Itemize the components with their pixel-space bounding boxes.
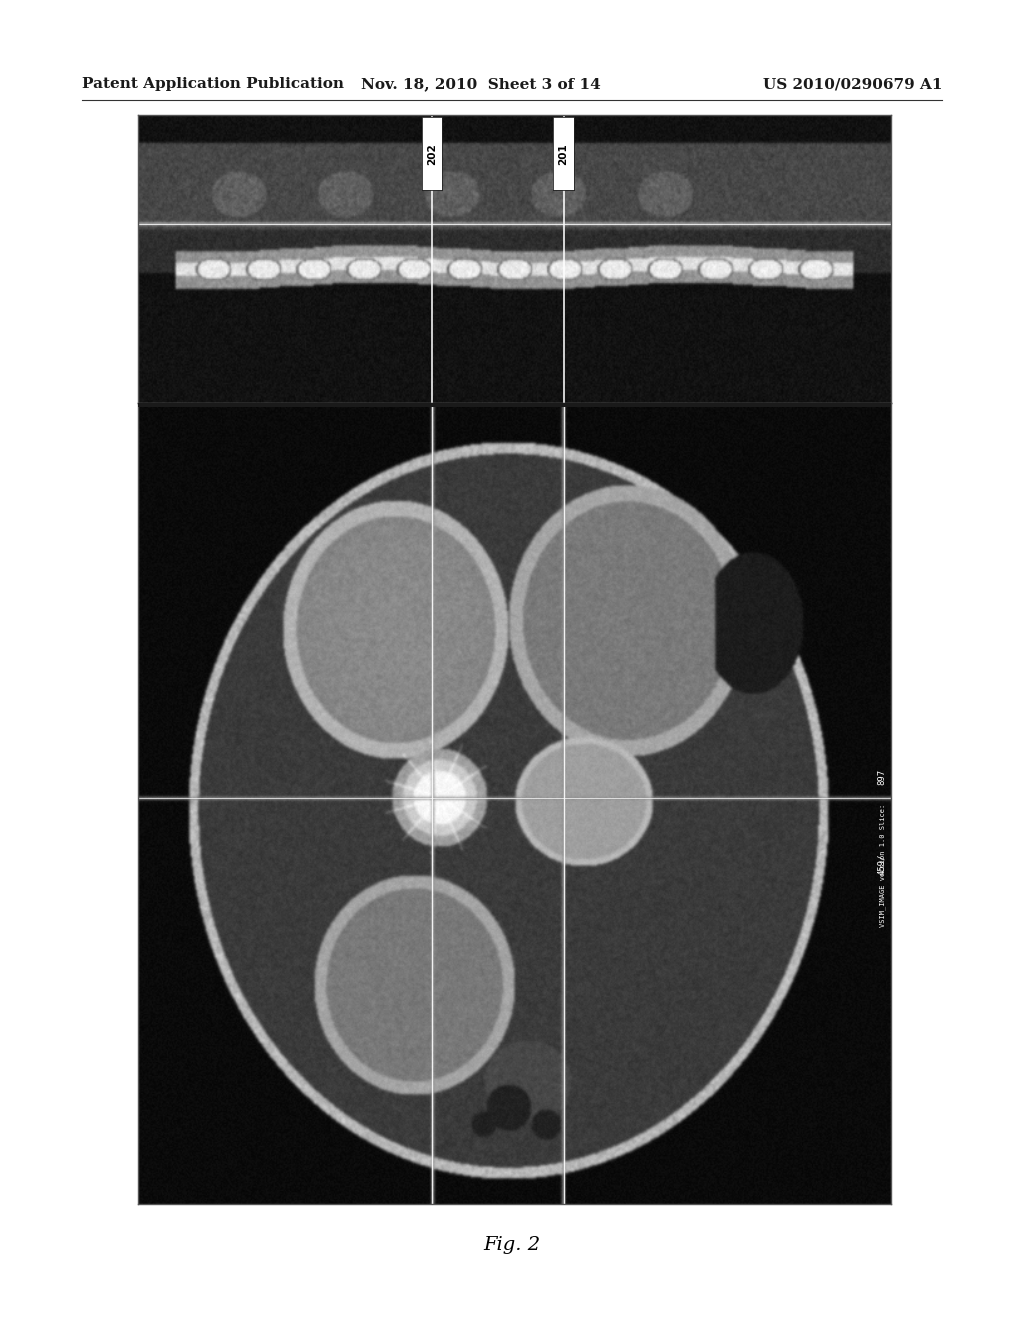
Text: 202: 202 (427, 143, 437, 165)
Text: Patent Application Publication: Patent Application Publication (82, 78, 344, 91)
Text: 459/: 459/ (878, 854, 887, 875)
Text: Fig. 2: Fig. 2 (483, 1236, 541, 1254)
Text: VSIM_IMAGE version 1.0 Slice:: VSIM_IMAGE version 1.0 Slice: (880, 804, 887, 927)
Text: US 2010/0290679 A1: US 2010/0290679 A1 (763, 78, 942, 91)
Text: 897: 897 (878, 768, 887, 785)
Text: Nov. 18, 2010  Sheet 3 of 14: Nov. 18, 2010 Sheet 3 of 14 (361, 78, 601, 91)
Text: 201: 201 (558, 143, 568, 165)
